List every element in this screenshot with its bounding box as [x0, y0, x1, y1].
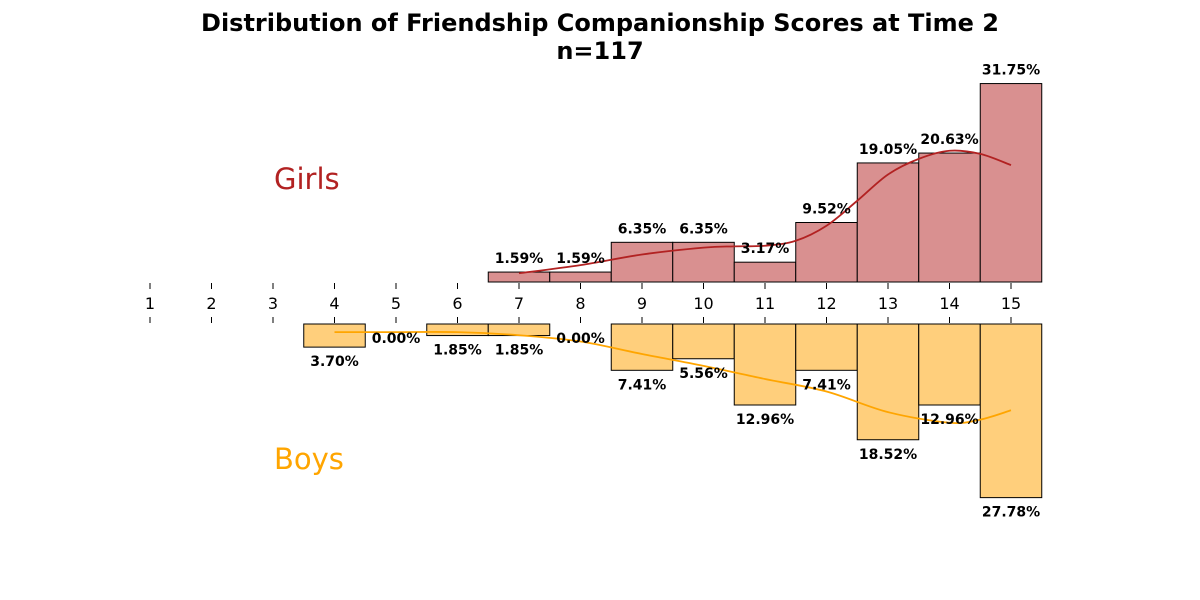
boys-value-label-14: 12.96% — [920, 412, 978, 428]
boys-density-line — [334, 330, 1012, 424]
boys-value-label-7: 1.85% — [495, 343, 544, 359]
bar-value-labels: 1.59% 1.59% 6.35% 6.35% 3.17% 9.52% 19.05%20.6… — [310, 63, 1040, 521]
density-curves — [334, 149, 1012, 424]
girls-bar-8 — [549, 271, 612, 283]
girls-bar-7 — [487, 271, 551, 283]
girls-value-label-15: 31.75% — [982, 63, 1040, 79]
tick-label-12: 12 — [816, 294, 836, 313]
boys-value-label-10: 5.56% — [679, 366, 728, 382]
tick-label-9: 9 — [637, 294, 647, 313]
boys-value-label-13: 18.52% — [859, 447, 917, 463]
boys-value-label-15: 27.78% — [982, 505, 1040, 521]
girls-value-label-13: 19.05% — [859, 142, 917, 158]
boys-value-label-5: 0.00% — [372, 331, 421, 347]
girls-density-line — [518, 149, 1012, 275]
girls-value-label-8: 1.59% — [556, 251, 605, 267]
girls-value-label-14: 20.63% — [920, 132, 978, 148]
boys-value-label-6: 1.85% — [433, 343, 482, 359]
chart-title: Distribution of Friendship Companionship… — [201, 9, 999, 37]
girls-value-label-12: 9.52% — [802, 202, 851, 218]
girls-bar-11 — [733, 261, 797, 283]
tick-label-2: 2 — [206, 294, 216, 313]
tick-label-10: 10 — [693, 294, 713, 313]
tick-label-1: 1 — [145, 294, 155, 313]
girls-value-label-10: 6.35% — [679, 221, 728, 237]
girls-value-label-11: 3.17% — [741, 241, 790, 257]
boys-value-label-8: 0.00% — [556, 331, 605, 347]
girls-bar-15 — [979, 83, 1043, 283]
girls-bar-13 — [856, 162, 920, 283]
boys-value-label-11: 12.96% — [736, 412, 794, 428]
tick-label-5: 5 — [391, 294, 401, 313]
boys-bars — [303, 323, 1043, 499]
tick-label-14: 14 — [939, 294, 959, 313]
tick-label-15: 15 — [1001, 294, 1021, 313]
tick-label-11: 11 — [755, 294, 775, 313]
boys-bar-11 — [733, 323, 797, 406]
boys-value-label-4: 3.70% — [310, 354, 359, 370]
x-axis-ticks: 1 2 3 4 5 6 7 8 9 10 11 12 13 14 15 — [145, 283, 1021, 323]
boys-bar-13 — [856, 323, 920, 441]
boys-bar-14 — [918, 323, 981, 406]
boys-value-label-12: 7.41% — [802, 377, 851, 393]
girls-value-label-9: 6.35% — [618, 221, 667, 237]
tick-label-3: 3 — [268, 294, 278, 313]
boys-group-label: Boys — [274, 442, 344, 476]
tick-label-13: 13 — [878, 294, 898, 313]
tick-label-4: 4 — [329, 294, 339, 313]
tick-label-7: 7 — [514, 294, 524, 313]
tick-label-8: 8 — [575, 294, 585, 313]
girls-value-label-7: 1.59% — [495, 251, 544, 267]
girls-bars — [487, 83, 1043, 283]
boys-bar-6 — [426, 323, 489, 337]
boys-bar-9 — [610, 323, 674, 371]
girls-bar-12 — [795, 222, 858, 283]
boys-bar-10 — [672, 323, 735, 360]
boys-value-label-9: 7.41% — [618, 377, 667, 393]
boys-bar-12 — [795, 323, 858, 371]
girls-bar-14 — [918, 152, 981, 283]
boys-bar-4 — [303, 323, 366, 348]
chart-subtitle: n=117 — [556, 37, 643, 65]
girls-bar-9 — [610, 241, 674, 283]
tick-label-6: 6 — [452, 294, 462, 313]
girls-group-label: Girls — [274, 162, 340, 196]
